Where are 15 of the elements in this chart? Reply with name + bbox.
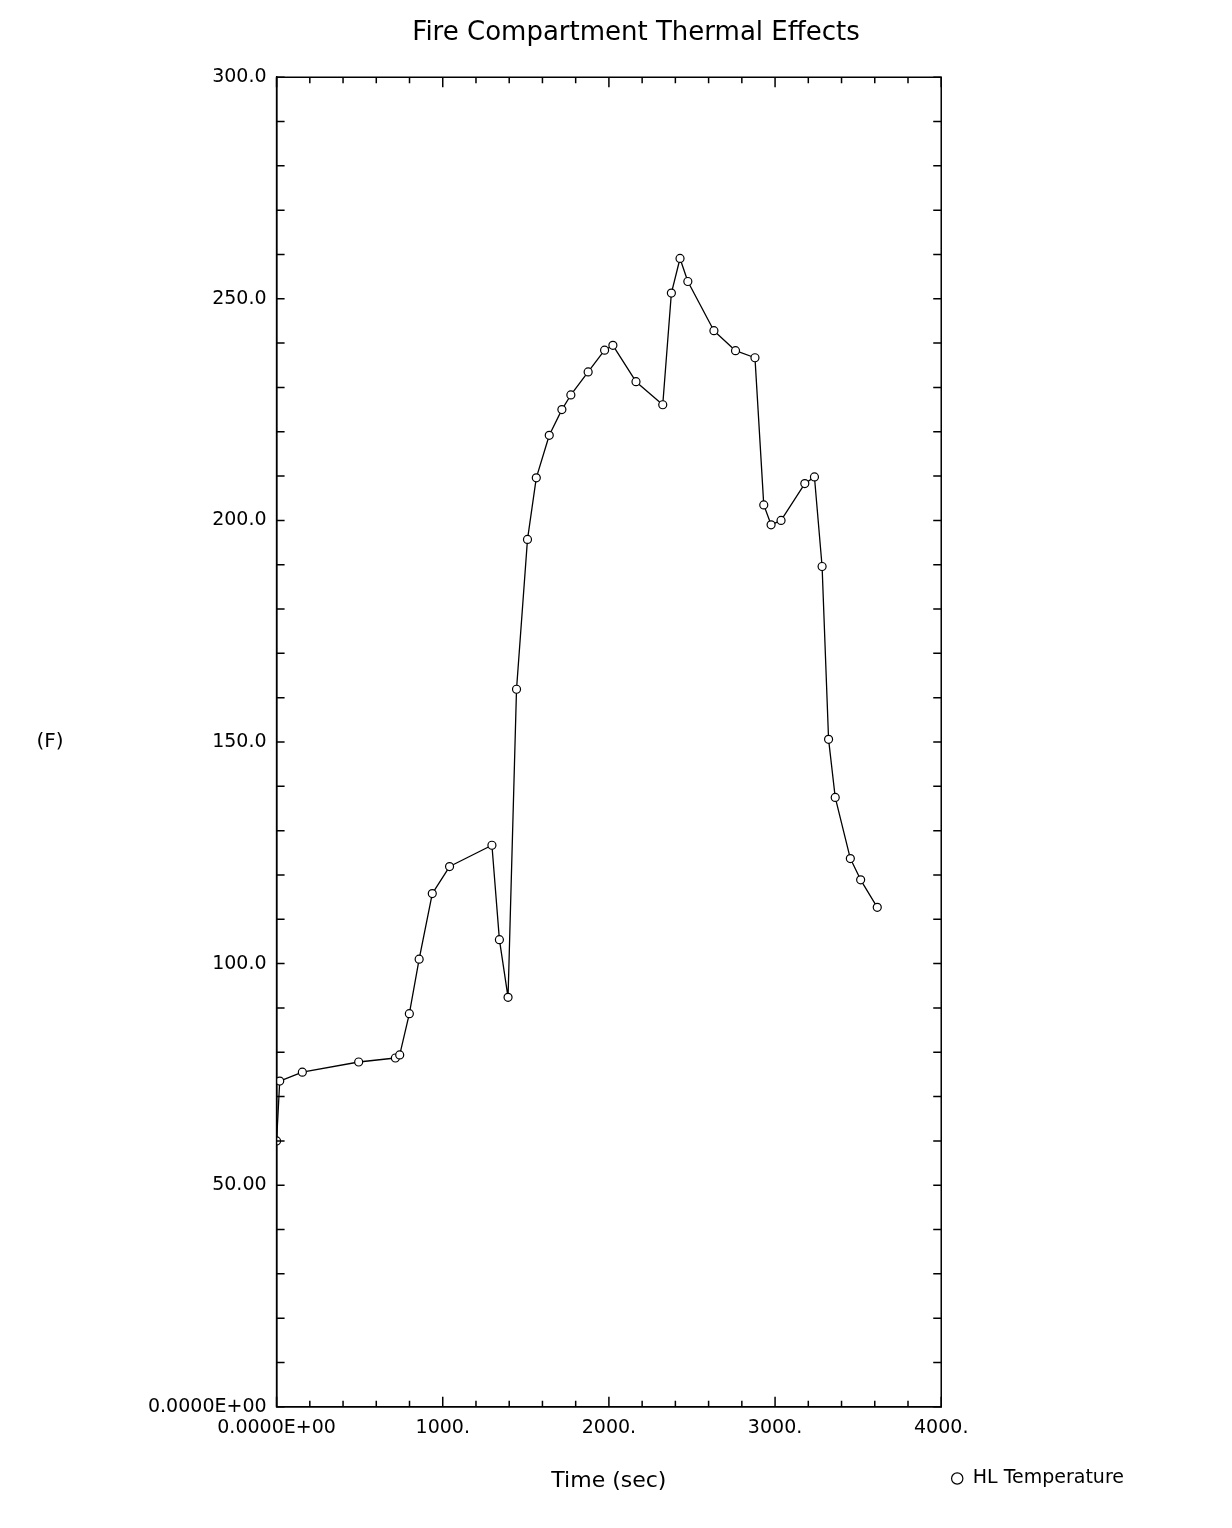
legend-label: HL Temperature [972, 1465, 1125, 1488]
y-tick-label: 150.0 [212, 728, 267, 751]
x-tick-label: 1000. [415, 1415, 470, 1438]
y-tick-label: 250.0 [212, 285, 267, 308]
y-tick-label: 50.00 [212, 1172, 267, 1195]
x-axis-title: Time (sec) [550, 1466, 667, 1492]
y-axis-title: (F) [36, 728, 64, 753]
y-tick-label: 0.0000E+00 [147, 1393, 267, 1416]
y-tick-label: 100.0 [212, 950, 267, 973]
chart-title: Fire Compartment Thermal Effects [412, 16, 860, 47]
y-tick-label: 300.0 [212, 64, 267, 87]
y-tick-label: 200.0 [212, 507, 267, 530]
x-tick-label: 2000. [581, 1415, 637, 1438]
x-tick-label: 3000. [747, 1415, 803, 1438]
x-tick-label: 4000. [914, 1415, 969, 1438]
